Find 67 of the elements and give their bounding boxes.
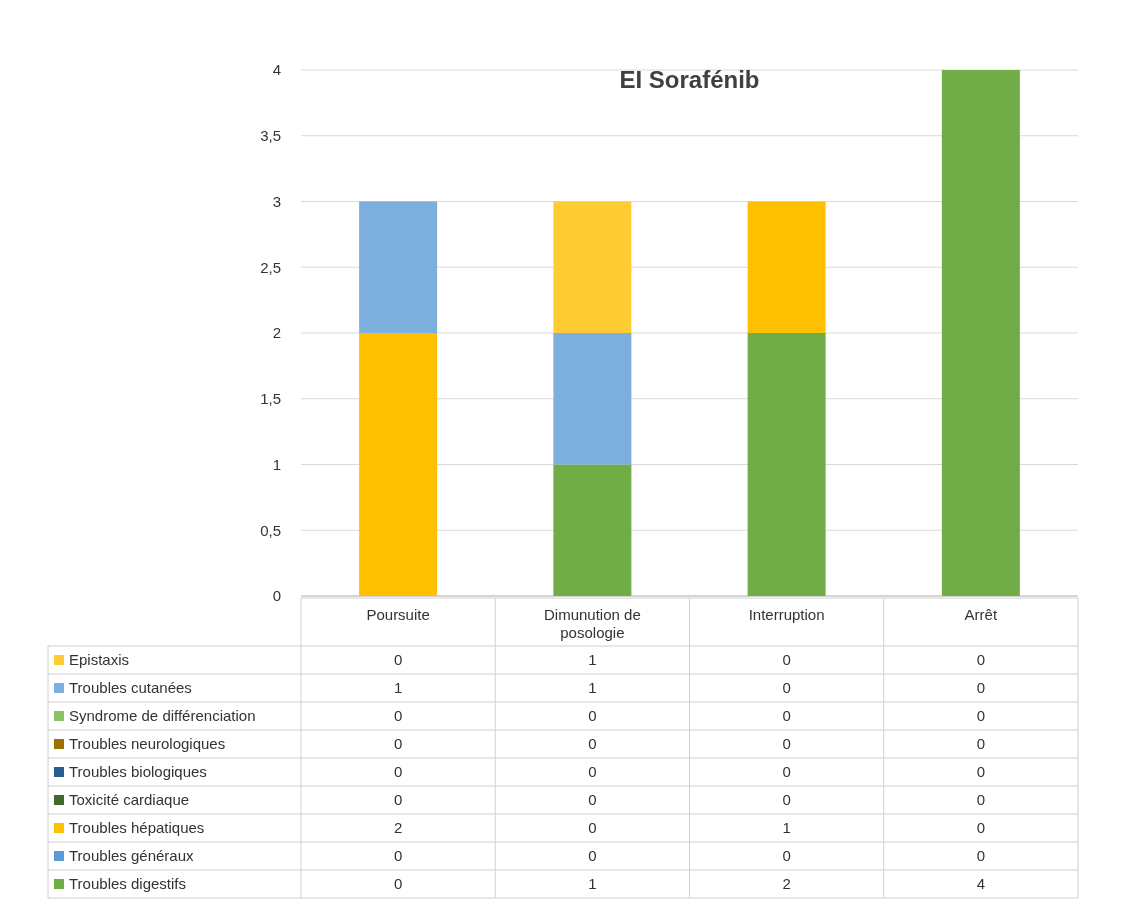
y-tick-label: 3 <box>272 192 281 210</box>
legend-label: Syndrome de différenciation <box>69 707 256 725</box>
data-label: 0 <box>782 791 791 809</box>
data-label: 0 <box>782 763 791 781</box>
x-tick-label: Arrêt <box>964 606 998 623</box>
data-label: 0 <box>393 875 403 893</box>
bar <box>553 464 632 596</box>
legend-label: Troubles cutanées <box>69 679 192 697</box>
x-tick-label: Interruption <box>748 606 825 623</box>
data-label: 0 <box>588 847 597 865</box>
data-label: 0 <box>976 847 986 865</box>
data-label: 0 <box>782 651 791 669</box>
data-label: 0 <box>588 707 597 725</box>
y-tick-label: 2,5 <box>260 258 281 276</box>
data-label: 0 <box>393 847 403 865</box>
legend-label: Troubles hépatiques <box>69 819 205 837</box>
x-tick-label: Poursuite <box>366 606 430 623</box>
data-label: 0 <box>393 791 403 809</box>
data-label: 0 <box>588 763 597 781</box>
legend-label: Troubles neurologiques <box>69 735 226 753</box>
data-label: 2 <box>393 819 403 837</box>
data-label: 0 <box>588 819 597 837</box>
bar <box>359 333 438 596</box>
y-tick-label: 0,5 <box>260 521 281 539</box>
legend-label: Toxicité cardiaque <box>69 791 190 809</box>
y-tick-label: 3,5 <box>260 127 281 144</box>
y-tick-label: 1 <box>272 455 281 473</box>
y-tick-label: 0 <box>272 587 281 605</box>
data-label: 0 <box>976 819 986 837</box>
legend-label: Troubles digestifs <box>69 875 186 893</box>
data-label: 0 <box>588 791 597 809</box>
x-tick-label: Dimunution de posologie <box>544 606 641 641</box>
data-label: 0 <box>976 651 986 669</box>
y-tick-label: 1,5 <box>260 390 281 407</box>
chart-title: EI Sorafénib <box>619 66 760 93</box>
bar <box>747 201 826 333</box>
bar <box>359 201 438 333</box>
data-label: 0 <box>782 735 791 753</box>
data-label: 0 <box>393 651 403 669</box>
legend-label: Troubles généraux <box>69 847 195 865</box>
data-label: 0 <box>976 679 986 697</box>
data-label: 1 <box>393 679 403 697</box>
data-label: 0 <box>393 763 403 781</box>
data-label: 0 <box>588 735 597 753</box>
data-label: 0 <box>976 791 986 809</box>
data-label: 0 <box>782 707 791 725</box>
data-label: 0 <box>782 847 791 865</box>
data-label: 0 <box>976 735 986 753</box>
data-label: 0 <box>976 707 986 725</box>
data-label: 1 <box>588 651 597 669</box>
data-label: 1 <box>782 819 791 837</box>
data-label: 2 <box>782 875 791 893</box>
bar <box>747 333 826 596</box>
data-label: 0 <box>393 735 403 753</box>
data-label: 1 <box>588 679 597 697</box>
y-tick-label: 2 <box>272 324 281 342</box>
data-label: 0 <box>976 763 986 781</box>
legend-label: Epistaxis <box>69 651 130 669</box>
data-label: 0 <box>393 707 403 725</box>
data-label: 4 <box>976 875 986 893</box>
data-label: 1 <box>588 875 597 893</box>
y-tick-label: 4 <box>272 61 281 79</box>
bar <box>941 70 1020 596</box>
bar <box>553 201 632 333</box>
legend-label: Troubles biologiques <box>69 763 207 781</box>
bar <box>553 333 632 465</box>
data-label: 0 <box>782 679 791 697</box>
